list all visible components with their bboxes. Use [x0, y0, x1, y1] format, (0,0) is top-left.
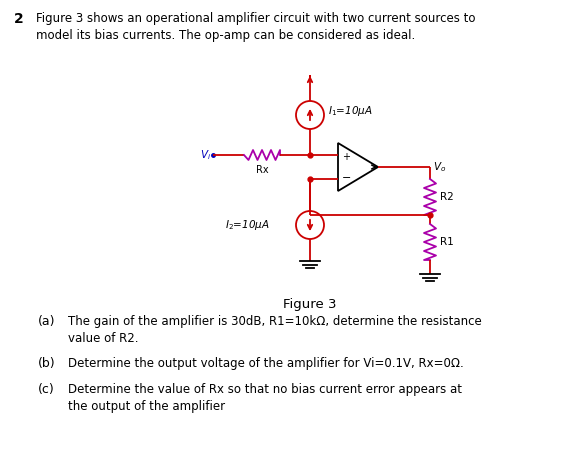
- Text: −: −: [342, 173, 351, 183]
- Text: 2: 2: [14, 12, 24, 26]
- Text: The gain of the amplifier is 30dB, R1=10kΩ, determine the resistance
value of R2: The gain of the amplifier is 30dB, R1=10…: [68, 315, 482, 345]
- Text: +: +: [342, 152, 350, 162]
- Text: $I_2$=10μA: $I_2$=10μA: [225, 218, 270, 232]
- Text: Determine the output voltage of the amplifier for Vi=0.1V, Rx=0Ω.: Determine the output voltage of the ampl…: [68, 357, 464, 370]
- Text: (c): (c): [38, 383, 55, 396]
- Text: (a): (a): [38, 315, 56, 328]
- Text: (b): (b): [38, 357, 56, 370]
- Text: $I_1$=10μA: $I_1$=10μA: [328, 104, 373, 118]
- Text: $V_i$: $V_i$: [200, 148, 211, 162]
- Text: R1: R1: [440, 237, 454, 247]
- Text: Rx: Rx: [256, 165, 268, 175]
- Text: Figure 3: Figure 3: [283, 298, 337, 311]
- Text: R2: R2: [440, 192, 454, 202]
- Text: Figure 3 shows an operational amplifier circuit with two current sources to
mode: Figure 3 shows an operational amplifier …: [36, 12, 475, 42]
- Text: Determine the value of Rx so that no bias current error appears at
the output of: Determine the value of Rx so that no bia…: [68, 383, 462, 413]
- Text: $V_o$: $V_o$: [433, 160, 446, 174]
